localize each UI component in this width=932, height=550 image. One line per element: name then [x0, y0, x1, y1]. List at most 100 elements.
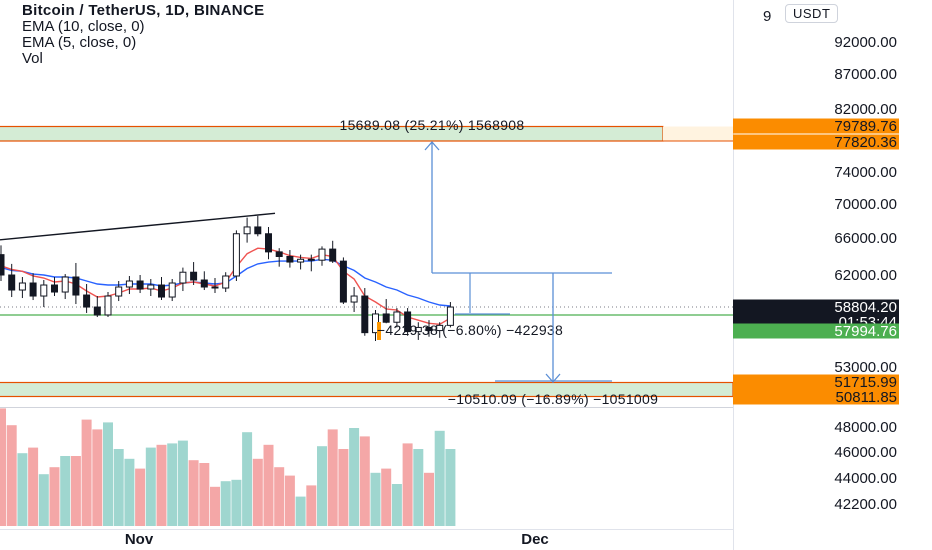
volume-bar — [210, 486, 220, 526]
volume-bar — [60, 456, 71, 526]
candle — [275, 248, 283, 267]
chart-legend: Bitcoin / TetherUS, 1D, BINANCE EMA (10,… — [22, 3, 264, 67]
price-label-lower-zone-bottom — [733, 389, 899, 405]
candle — [329, 240, 337, 263]
ema-5-indicator-label[interactable]: EMA (5, close, 0) — [22, 34, 137, 51]
candle — [18, 277, 26, 299]
volume-bar — [28, 447, 39, 526]
upper-zone-extension — [663, 126, 733, 141]
candle-body — [425, 326, 433, 332]
volume-indicator-label[interactable]: Vol — [22, 50, 43, 67]
volume-bar — [113, 449, 124, 526]
candle — [414, 322, 422, 340]
volume-bar — [167, 443, 178, 526]
candle-body — [350, 295, 358, 303]
volume-bar — [17, 453, 28, 526]
candle-body — [404, 311, 412, 333]
candle — [361, 288, 369, 336]
candle — [8, 263, 16, 298]
volume-bar — [252, 458, 263, 526]
volume-bar — [49, 467, 60, 526]
time-axis[interactable]: Nov Dec — [0, 529, 733, 549]
candle — [115, 281, 123, 302]
candle-body — [265, 233, 272, 253]
candle-body — [243, 226, 251, 235]
candle — [243, 217, 251, 243]
candle — [446, 302, 454, 328]
time-label-dec: Dec — [521, 531, 549, 548]
candle — [190, 262, 198, 286]
volume-bar — [70, 456, 81, 526]
volume-bar — [242, 432, 253, 526]
zones-layer — [0, 125, 734, 408]
volume-bar — [177, 440, 188, 526]
currency-button[interactable]: USDT — [785, 4, 839, 23]
axis-tick-label: 9 — [763, 8, 771, 25]
measure-layer: 15689.08 (25.21%) 1568908 −4229.38 (−6.80… — [340, 117, 658, 407]
axis-tick-label: 92000.00 — [834, 34, 897, 51]
trendline — [0, 212, 276, 241]
price-label-last-price — [733, 299, 899, 315]
candle — [0, 245, 5, 282]
volume-bar — [0, 408, 6, 526]
ema-10-indicator-label[interactable]: EMA (10, close, 0) — [22, 18, 145, 35]
candle — [286, 250, 294, 268]
candle — [254, 215, 262, 237]
volume-bar — [306, 485, 317, 526]
volume-bar — [81, 419, 92, 526]
candle — [40, 280, 48, 308]
candle-body — [232, 233, 240, 277]
candle — [29, 273, 37, 301]
highlight-marker — [377, 322, 381, 340]
symbol-title[interactable]: Bitcoin / TetherUS, 1D, BINANCE — [22, 2, 265, 19]
candle — [158, 277, 165, 301]
price-axis[interactable]: 9 92000.00 87000.00 82000.00 74000.00 70000.0… — [733, 0, 899, 550]
volume-bar — [402, 443, 413, 526]
volume-bar — [38, 474, 49, 526]
candle-body — [93, 306, 101, 316]
price-label-lower-zone-top — [733, 374, 899, 390]
candle-body — [147, 284, 155, 290]
candle — [297, 254, 305, 270]
candle-body — [179, 271, 187, 284]
up-arrowhead — [424, 141, 440, 151]
candle-body — [318, 248, 326, 261]
candle-body — [446, 306, 454, 326]
volume-bar — [445, 449, 456, 526]
volume-bar — [381, 468, 392, 526]
volume-bar — [434, 430, 445, 526]
candle — [104, 292, 112, 318]
volume-bar — [284, 475, 295, 526]
volume-bar — [135, 468, 146, 526]
axis-tick-label: 53000.00 — [834, 359, 897, 376]
candle-body — [18, 282, 26, 291]
candle — [61, 274, 69, 300]
axis-tick-label: 44000.00 — [834, 470, 897, 487]
volume-bar — [263, 444, 274, 526]
axis-tick-label: 66000.00 — [834, 230, 897, 247]
volume-layer — [0, 408, 456, 526]
volume-bar — [359, 436, 370, 526]
price-label-support-line-text: 57994.76 — [834, 323, 897, 340]
candle-body — [136, 280, 144, 290]
candle — [200, 271, 208, 291]
candle — [93, 296, 101, 318]
candle-body — [104, 295, 112, 316]
down-target-label: −10510.09 (−16.89%) −1051009 — [448, 391, 658, 407]
candle-body — [115, 286, 123, 297]
axis-tick-label: 42200.00 — [834, 496, 897, 513]
volume-bar — [6, 425, 17, 526]
axis-tick-label: 82000.00 — [834, 101, 897, 118]
candle — [307, 254, 315, 272]
candle-body — [254, 226, 262, 235]
candle-body — [286, 256, 294, 263]
time-label-nov: Nov — [125, 531, 154, 548]
axis-tick-label: 46000.00 — [834, 444, 897, 461]
candle-body — [61, 276, 69, 293]
axis-tick-label: 87000.00 — [834, 66, 897, 83]
volume-bar — [317, 446, 327, 526]
candle — [83, 284, 91, 313]
candle-body — [339, 260, 347, 303]
candle — [51, 277, 58, 297]
